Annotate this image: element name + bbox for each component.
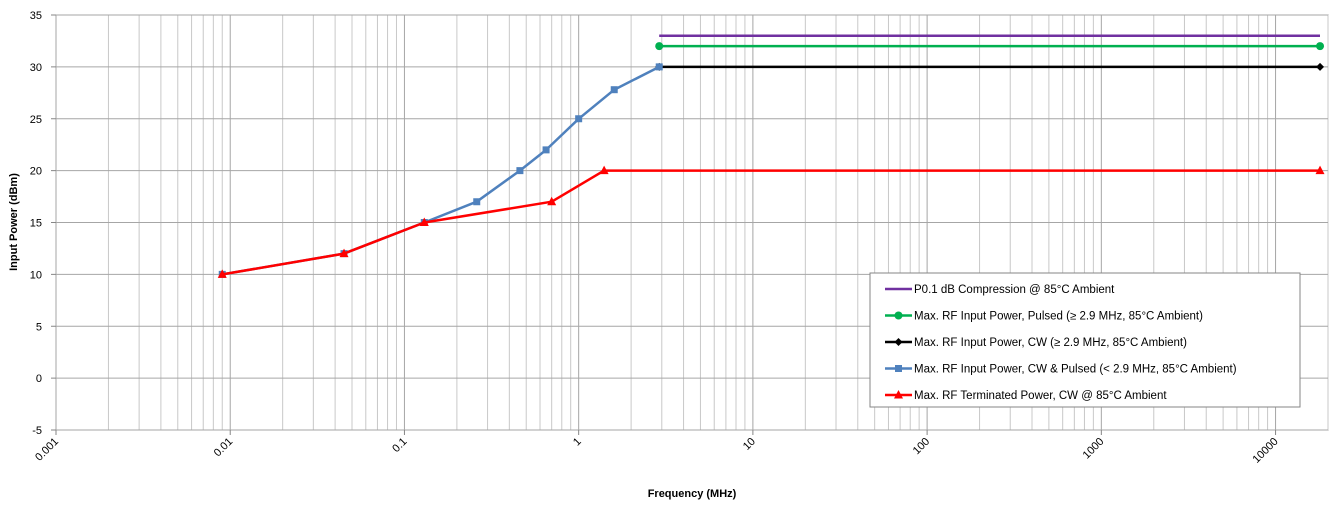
series-5 (217, 165, 1325, 278)
legend-label: Max. RF Input Power, CW & Pulsed (< 2.9 … (914, 364, 1237, 376)
data-point-triangle (894, 390, 903, 399)
legend: P0.1 dB Compression @ 85°C Ambient Max. R… (869, 272, 1301, 408)
y-tick-label: 35 (30, 10, 42, 22)
legend-box (869, 272, 1301, 408)
series-layer (217, 34, 1325, 278)
data-point-square (610, 86, 618, 94)
data-point-triangle (547, 196, 557, 206)
data-point-circle (655, 42, 664, 51)
legend-item-2: Max. RF Input Power, Pulsed (≥ 2.9 MHz, … (885, 311, 1203, 323)
legend-label: Max. RF Input Power, CW (≥ 2.9 MHz, 85°C… (914, 337, 1187, 349)
y-tick-label: 30 (30, 62, 42, 74)
y-tick-label: 15 (30, 218, 42, 230)
x-tick-label: 0.1 (390, 436, 409, 455)
data-point-square (473, 198, 481, 206)
data-point-square (655, 63, 663, 71)
y-tick-label: 5 (36, 321, 42, 333)
data-point-diamond (1316, 62, 1325, 71)
x-tick-label: 1 (571, 436, 584, 449)
legend-label: Max. RF Terminated Power, CW @ 85°C Ambi… (914, 390, 1167, 402)
x-tick-label: 1000 (1081, 436, 1107, 462)
data-point-triangle (419, 217, 429, 226)
data-point-circle (1316, 42, 1325, 51)
x-tick-label: 10000 (1251, 436, 1281, 466)
y-tick-label: 10 (30, 269, 42, 281)
x-tick-label: 10 (741, 436, 758, 453)
series-line (222, 169, 1320, 276)
x-tick-label: 100 (911, 436, 932, 457)
legend-item-5: Max. RF Terminated Power, CW @ 85°C Ambi… (885, 390, 1167, 402)
data-point-square (575, 115, 583, 123)
series-2 (655, 42, 1325, 51)
data-point-triangle (339, 248, 349, 258)
data-point-triangle (599, 165, 609, 175)
legend-item-4: Max. RF Input Power, CW & Pulsed (< 2.9 … (885, 364, 1237, 376)
legend-item-1: P0.1 dB Compression @ 85°C Ambient (885, 284, 1115, 296)
data-point-square (895, 365, 902, 372)
y-tick-label: 25 (30, 114, 42, 126)
data-point-square (516, 167, 524, 175)
x-tick-label: 0.01 (212, 436, 236, 460)
y-tick-label: 20 (30, 166, 42, 178)
data-point-triangle (1315, 165, 1325, 175)
data-point-square (542, 146, 550, 154)
y-axis-title: Input Power (dBm) (8, 173, 20, 271)
data-point-circle (894, 311, 903, 320)
y-tick-label: 0 (36, 373, 42, 385)
legend-label: Max. RF Input Power, Pulsed (≥ 2.9 MHz, … (914, 311, 1203, 323)
data-point-diamond (894, 338, 903, 346)
legend-label: P0.1 dB Compression @ 85°C Ambient (914, 284, 1115, 296)
x-tick-label: 0.001 (33, 436, 61, 464)
x-axis-title: Frequency (MHz) (648, 488, 737, 500)
data-point-triangle (217, 269, 227, 278)
y-tick-label: -5 (32, 425, 42, 437)
y-tick-labels: -5 0 5 10 15 20 25 30 35 (30, 10, 56, 437)
legend-item-3: Max. RF Input Power, CW (≥ 2.9 MHz, 85°C… (885, 337, 1187, 349)
x-tick-labels: 0.001 0.01 0.1 1 10 100 1000 10000 (33, 430, 1281, 466)
